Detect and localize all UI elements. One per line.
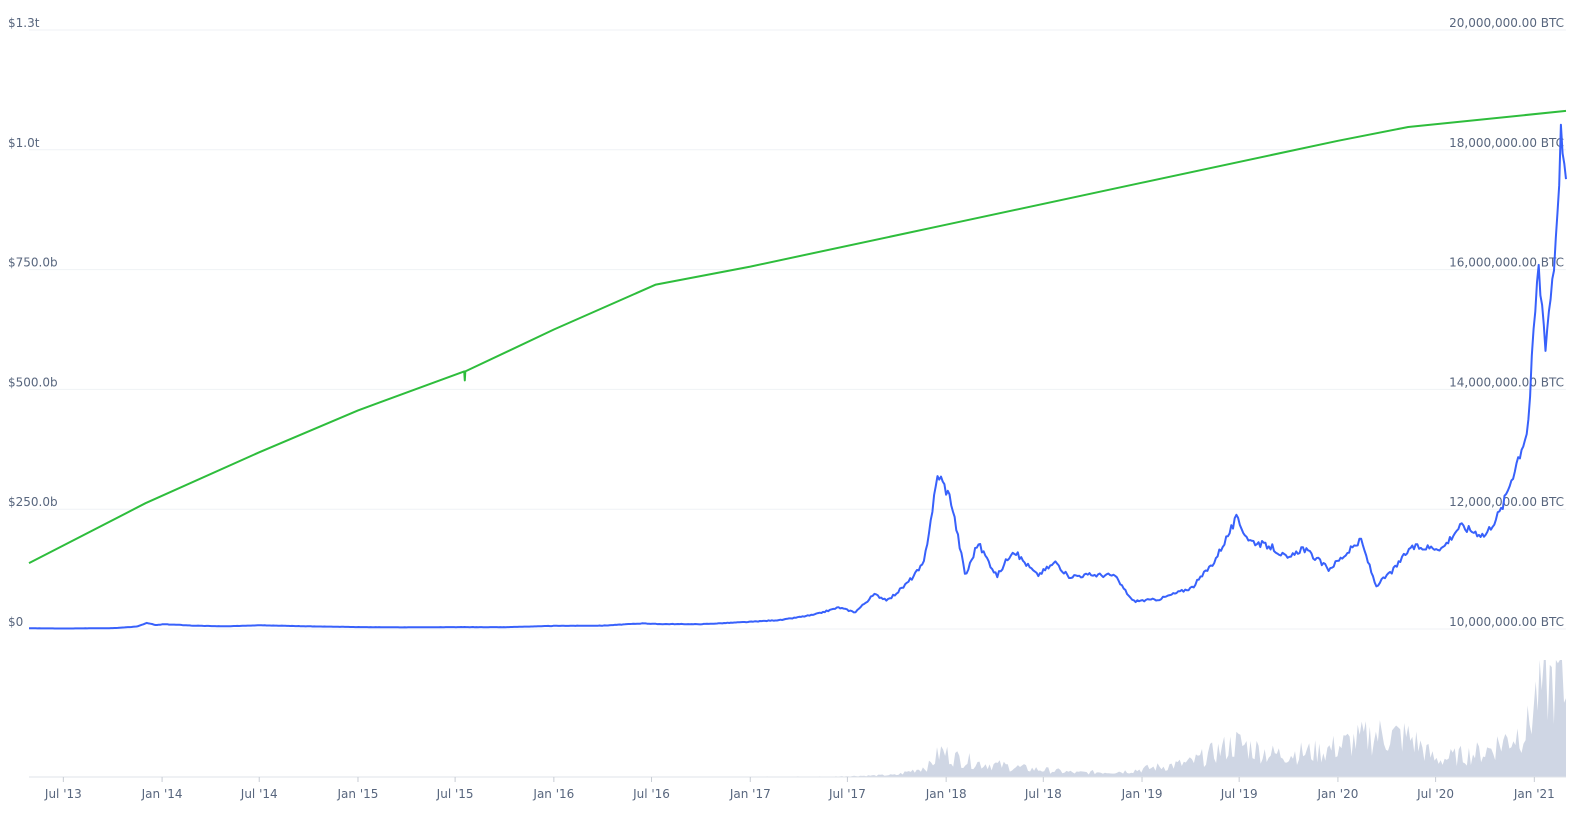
left-tick-label: $500.0b (8, 375, 58, 389)
x-tick-label: Jan '20 (1316, 787, 1358, 801)
x-tick-label: Jan '19 (1121, 787, 1163, 801)
volume-area-path (29, 660, 1566, 777)
volume-area (29, 660, 1566, 777)
x-tick-label: Jul '16 (632, 787, 670, 801)
left-tick-label: $750.0b (8, 256, 58, 270)
left-tick-label: $0 (8, 615, 23, 629)
x-tick-label: Jan '21 (1513, 787, 1555, 801)
series-lines (28, 109, 1567, 630)
x-tick-label: Jan '17 (729, 787, 771, 801)
x-tick-label: Jul '17 (828, 787, 866, 801)
left-axis-ticks: $0 $250.0b $500.0b $750.0b $1.0t $1.3t (8, 16, 58, 629)
left-tick-label: $250.0b (8, 495, 58, 509)
x-tick-label: Jul '19 (1220, 787, 1258, 801)
circulating-supply-line (28, 109, 1567, 564)
right-tick-label: 18,000,000.00 BTC (1449, 136, 1564, 150)
right-tick-label: 16,000,000.00 BTC (1449, 256, 1564, 270)
x-tick-label: Jan '14 (141, 787, 183, 801)
x-tick-label: Jul '15 (436, 787, 474, 801)
x-tick-label: Jan '15 (337, 787, 379, 801)
right-tick-label: 20,000,000.00 BTC (1449, 16, 1564, 30)
x-tick-label: Jul '18 (1024, 787, 1062, 801)
x-tick-label: Jul '14 (240, 787, 278, 801)
x-axis-ticks: Jul '13 Jan '14 Jul '14 Jan '15 Jul '15 Jan '… (44, 777, 1555, 801)
x-tick-label: Jan '16 (532, 787, 574, 801)
right-tick-label: 12,000,000.00 BTC (1449, 495, 1564, 509)
market-cap-line (29, 123, 1567, 630)
grid-lines (29, 29, 1566, 630)
x-tick-label: Jul '13 (44, 787, 82, 801)
right-tick-label: 10,000,000.00 BTC (1449, 615, 1564, 629)
x-tick-label: Jul '20 (1416, 787, 1454, 801)
right-axis-ticks: 10,000,000.00 BTC 12,000,000.00 BTC 14,000… (1449, 16, 1564, 629)
left-tick-label: $1.3t (8, 16, 40, 30)
x-tick-label: Jan '18 (925, 787, 967, 801)
left-tick-label: $1.0t (8, 136, 40, 150)
right-tick-label: 14,000,000.00 BTC (1449, 375, 1564, 389)
